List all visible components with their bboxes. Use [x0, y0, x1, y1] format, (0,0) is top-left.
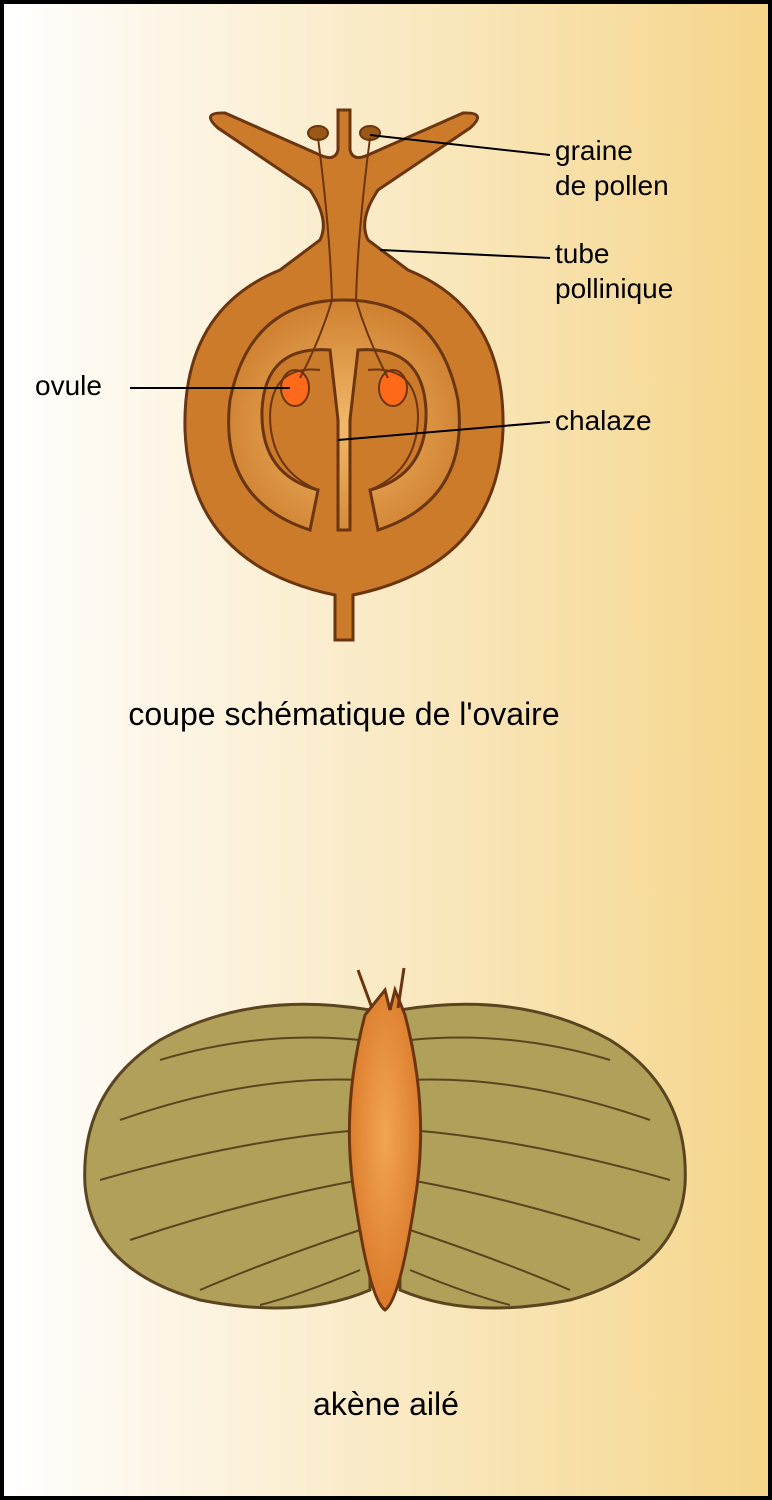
- pollen-grain-left: [308, 126, 328, 140]
- diagram-frame: graine de pollen tube pollinique ovule c…: [0, 0, 772, 1500]
- caption-achene: akène ailé: [313, 1386, 459, 1422]
- ovary-cavity: [229, 300, 460, 530]
- pollen-grain-right: [360, 126, 380, 140]
- diagram-svg: graine de pollen tube pollinique ovule c…: [0, 0, 772, 1500]
- label-ovule: ovule: [35, 370, 102, 401]
- label-chalaze: chalaze: [555, 405, 652, 436]
- label-graine-1: graine: [555, 135, 633, 166]
- ovule-right: [379, 370, 407, 406]
- label-tube-2: pollinique: [555, 273, 673, 304]
- label-graine-2: de pollen: [555, 170, 669, 201]
- caption-ovary: coupe schématique de l'ovaire: [128, 696, 559, 732]
- label-tube-1: tube: [555, 238, 610, 269]
